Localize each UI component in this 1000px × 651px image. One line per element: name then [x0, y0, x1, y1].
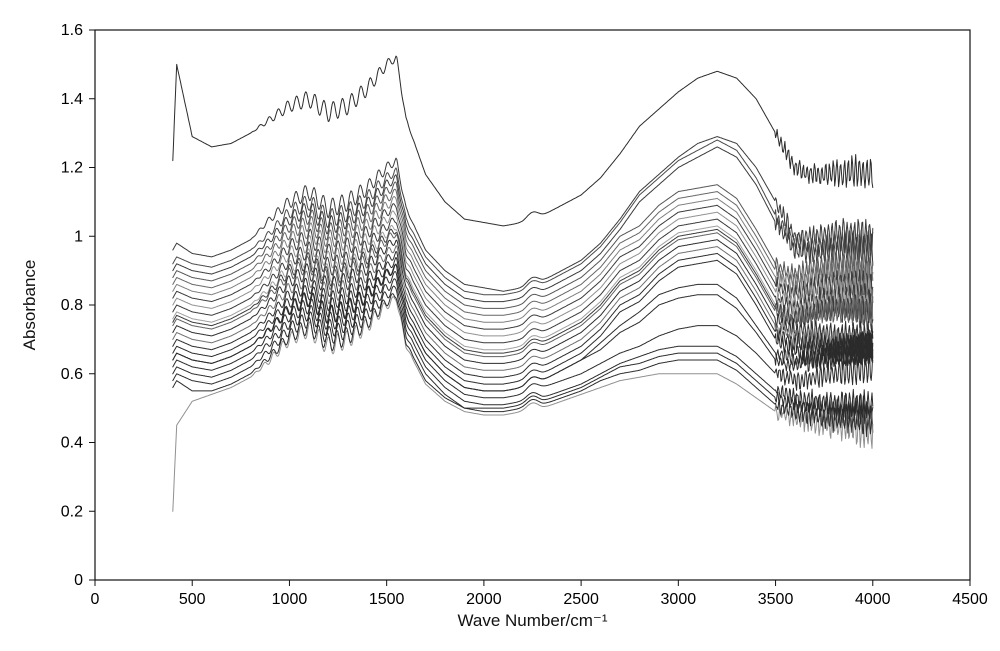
y-tick-label: 1.6 [61, 22, 83, 39]
x-tick-label: 4500 [952, 591, 988, 608]
x-tick-label: 0 [91, 591, 100, 608]
x-tick-label: 2000 [466, 591, 502, 608]
x-tick-label: 500 [179, 591, 206, 608]
y-axis-label: Absorbance [20, 260, 39, 351]
spectrum-line [173, 286, 873, 432]
x-tick-label: 2500 [563, 591, 599, 608]
y-tick-label: 1.2 [61, 160, 83, 177]
x-tick-label: 1000 [272, 591, 308, 608]
y-tick-label: 0.6 [61, 366, 83, 383]
x-tick-label: 3500 [758, 591, 794, 608]
y-tick-label: 0.8 [61, 297, 83, 314]
y-tick-label: 0.4 [61, 435, 83, 452]
spectra-group [173, 56, 873, 511]
y-tick-label: 1.4 [61, 91, 83, 108]
x-tick-label: 1500 [369, 591, 405, 608]
y-tick-label: 0 [74, 572, 83, 589]
y-tick-label: 0.2 [61, 503, 83, 520]
spectrum-line [173, 137, 873, 292]
x-tick-label: 3000 [661, 591, 697, 608]
x-tick-label: 4000 [855, 591, 891, 608]
x-axis-label: Wave Number/cm⁻¹ [457, 611, 607, 630]
y-tick-label: 1 [74, 228, 83, 245]
spectra-chart: 0 500 1000 1500 2000 2500 3000 3500 4000 4500 0 0.2… [0, 0, 1000, 651]
